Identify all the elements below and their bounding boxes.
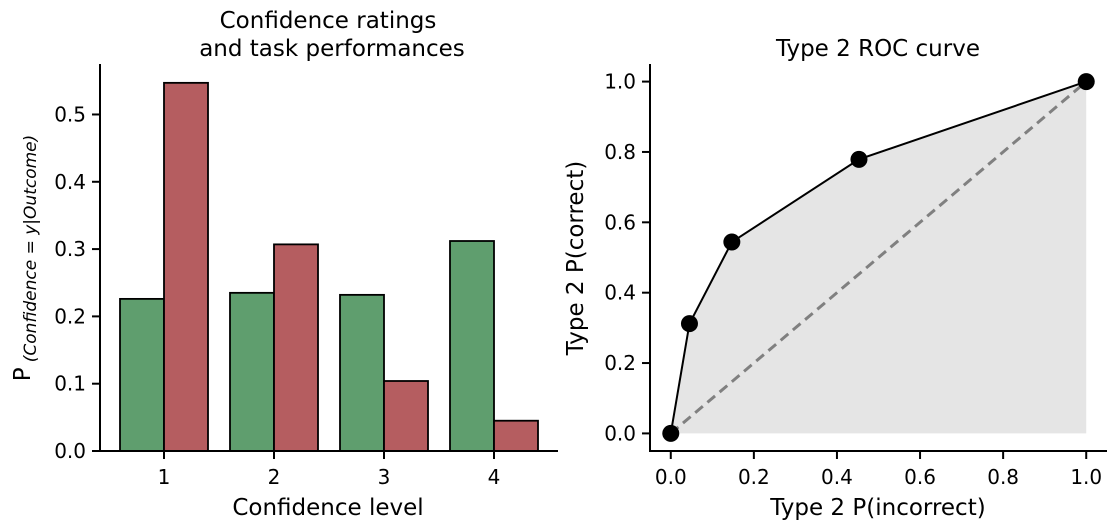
bar-chart-panel: Confidence ratings and task performances… (10, 8, 558, 521)
roc-point (680, 315, 698, 333)
bar-correct-1 (119, 297, 165, 452)
roc-x-tick-label: 0.6 (904, 465, 936, 489)
roc-curve-points (662, 73, 1095, 442)
roc-point (850, 150, 868, 168)
roc-point (723, 233, 741, 251)
roc-x-tick-label: 0.8 (987, 465, 1019, 489)
bar-y-tick-label: 0.5 (54, 102, 86, 126)
roc-point (1077, 73, 1095, 91)
bar-chart-bars (119, 81, 539, 452)
roc-y-tick-label: 0.0 (604, 421, 636, 445)
roc-x-tick-label: 0.4 (821, 465, 853, 489)
roc-chart-y-label: Type 2 P(correct) (563, 161, 589, 356)
roc-x-tick-label: 1.0 (1070, 465, 1102, 489)
bar-chart-x-label: Confidence level (232, 495, 423, 521)
roc-y-tick-label: 0.4 (604, 281, 636, 305)
roc-x-tick-label: 0.0 (655, 465, 687, 489)
bar-y-tick-label: 0.0 (54, 439, 86, 463)
bar-chart-y-ticks: 0.0 0.1 0.2 0.3 0.4 0.5 (54, 102, 100, 463)
bar-chart-y-label-sub: (Confidence = y|Outcome) (21, 135, 41, 363)
bar-x-tick-label: 4 (488, 465, 501, 489)
bar-y-tick-label: 0.4 (54, 170, 86, 194)
roc-chart-y-ticks: 0.0 0.2 0.4 0.6 0.8 1.0 (604, 70, 650, 445)
bar-y-tick-label: 0.1 (54, 372, 86, 396)
bar-incorrect-2 (273, 243, 319, 452)
roc-y-tick-label: 1.0 (604, 70, 636, 94)
roc-y-tick-label: 0.2 (604, 351, 636, 375)
bar-incorrect-1 (163, 81, 209, 452)
bar-correct-2 (229, 291, 275, 452)
bar-x-tick-label: 1 (158, 465, 171, 489)
roc-chart-title: Type 2 ROC curve (775, 36, 980, 62)
bar-x-tick-label: 2 (268, 465, 281, 489)
roc-chart-panel: Type 2 ROC curve 0.00.20.40.60.81.0 0.0 0… (563, 36, 1107, 521)
bar-chart-title-line2: and task performances (199, 36, 465, 62)
roc-point (662, 424, 680, 442)
bar-chart-y-label-main: P (10, 367, 36, 381)
bar-incorrect-3 (383, 380, 429, 452)
roc-chance-line (669, 80, 1088, 435)
bar-incorrect-4 (493, 419, 539, 452)
bar-chart-x-ticks: 1 2 3 4 (158, 451, 501, 489)
bar-x-tick-label: 3 (378, 465, 391, 489)
roc-y-tick-label: 0.6 (604, 210, 636, 234)
bar-correct-4 (449, 240, 495, 452)
roc-x-tick-label: 0.2 (738, 465, 770, 489)
roc-chart-x-label: Type 2 P(incorrect) (769, 495, 985, 521)
roc-chart-x-ticks: 0.0 0.2 0.4 0.6 0.8 1.0 (655, 451, 1102, 489)
bar-y-tick-label: 0.2 (54, 304, 86, 328)
bar-chart-title-line1: Confidence ratings (220, 8, 437, 34)
bar-y-tick-label: 0.3 (54, 237, 86, 261)
bar-correct-3 (339, 293, 385, 452)
bar-chart-y-label: P (Confidence = y|Outcome) (10, 135, 41, 382)
roc-y-tick-label: 0.8 (604, 140, 636, 164)
